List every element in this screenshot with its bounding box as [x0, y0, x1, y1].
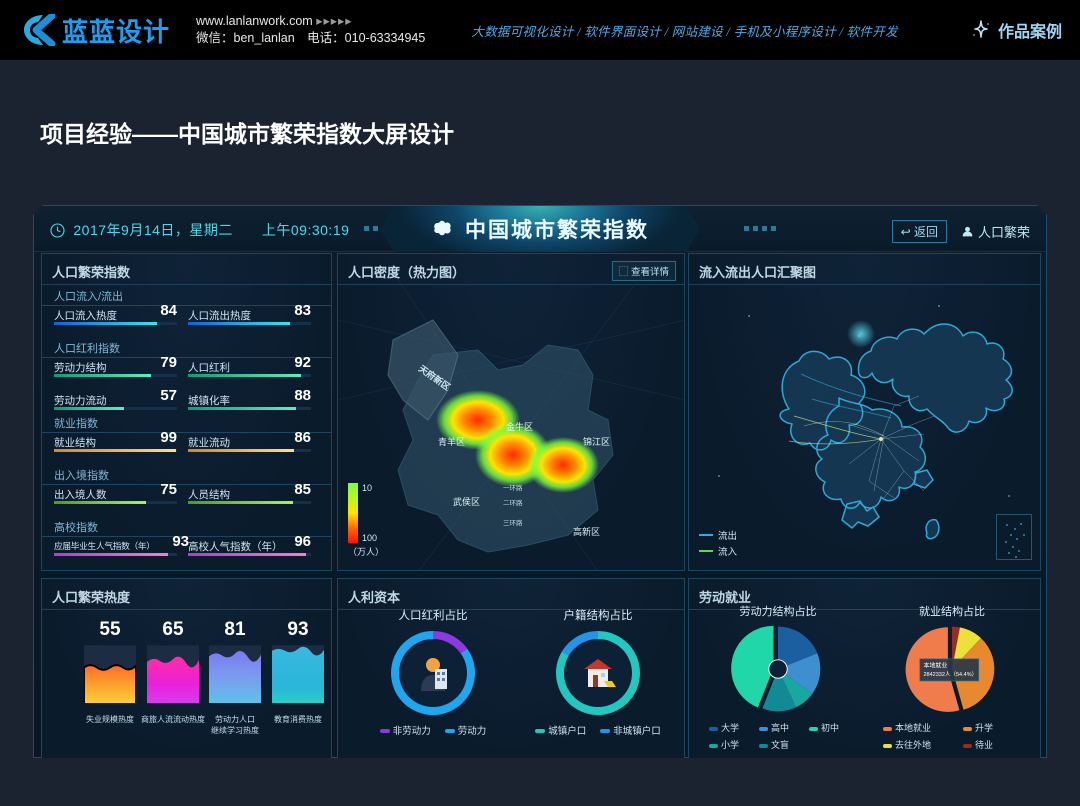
svg-text:高新区: 高新区: [573, 526, 600, 537]
svg-text:三环路: 三环路: [503, 518, 523, 527]
svg-text:青羊区: 青羊区: [438, 436, 465, 447]
svg-text:金牛区: 金牛区: [506, 421, 533, 432]
svg-text:2842332人（54.4%）: 2842332人（54.4%）: [923, 671, 977, 678]
svg-text:锦江区: 锦江区: [583, 436, 610, 447]
svg-text:武侯区: 武侯区: [453, 496, 480, 507]
svg-text:二环路: 二环路: [503, 498, 523, 507]
svg-text:一环路: 一环路: [503, 483, 523, 492]
